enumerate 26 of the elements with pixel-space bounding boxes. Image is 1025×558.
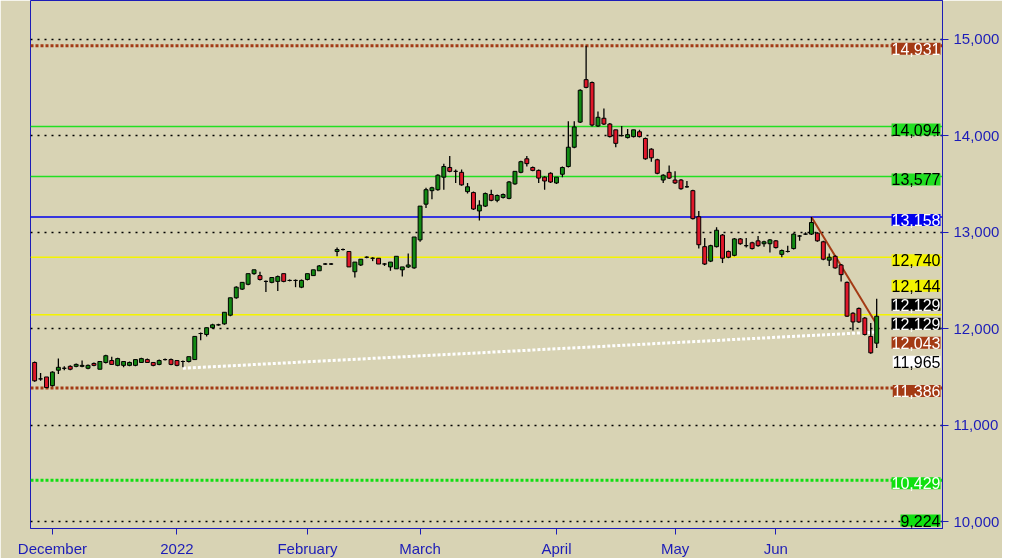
x-tick-label: March <box>399 539 441 557</box>
y-tick-label: 13,000 <box>953 223 1000 241</box>
y-tick-label: 10,000 <box>953 512 1000 530</box>
ref-line-label: 13,158 <box>891 211 941 229</box>
legend-label: 12,144 <box>891 277 941 295</box>
text: 9,224 <box>900 512 941 530</box>
ref-line-label: 11,386 <box>892 382 941 400</box>
data-label: 11,965 <box>892 353 941 371</box>
y-tick-label: 15,000 <box>953 30 1000 48</box>
x-tick-label: 2022 <box>160 539 194 557</box>
ref-line-label: 13,577 <box>891 171 941 189</box>
x-tick-label: May <box>660 539 690 557</box>
annotation: 12,129 <box>891 296 941 314</box>
annotation: 12,129 <box>891 315 941 333</box>
x-tick-label: April <box>541 539 572 557</box>
x-tick-label: December <box>17 539 88 557</box>
ref-line-label: 14,931 <box>891 40 941 58</box>
x-tick-label: February <box>277 539 338 557</box>
y-tick-label: 14,000 <box>953 126 1000 144</box>
y-tick-label: 12,000 <box>953 319 1000 337</box>
y-tick-label: 11,000 <box>953 416 999 434</box>
ref-line-label: 12,740 <box>891 252 941 270</box>
ref-line-label: 10,429 <box>891 475 941 493</box>
ref-line-label: 14,094 <box>891 121 941 139</box>
x-tick-label: Jun <box>763 539 788 557</box>
data-label: 12,043 <box>891 334 941 352</box>
